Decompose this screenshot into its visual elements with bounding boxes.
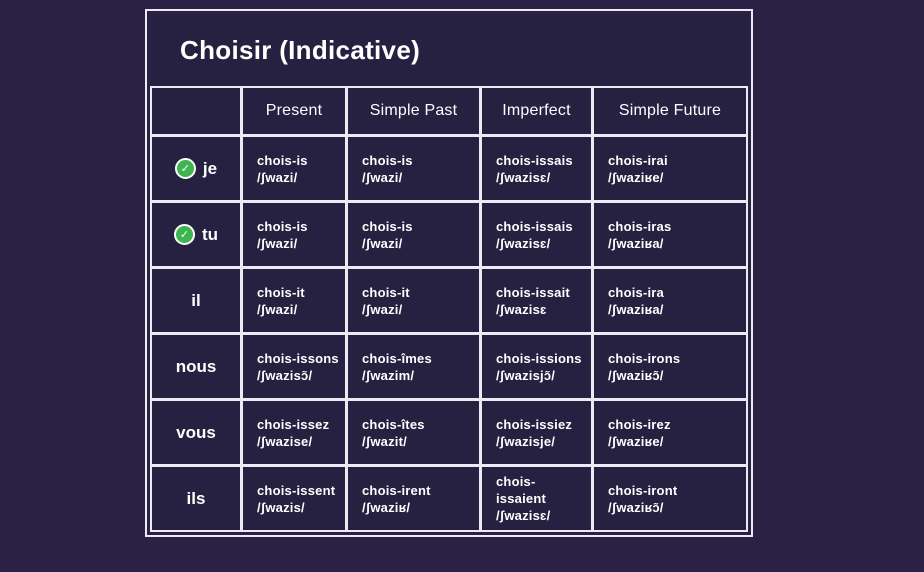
conjugation-cell: chois-iras/ʃwaziʁa/ bbox=[594, 203, 746, 266]
ipa-pronunciation: /ʃwazi/ bbox=[257, 301, 298, 317]
pronoun-cell-nous: nous bbox=[152, 335, 240, 398]
pronoun-cell-je: ✓ je bbox=[152, 137, 240, 200]
verb-form: chois-irons bbox=[608, 350, 681, 366]
conjugation-cell: chois-îtes/ʃwazit/ bbox=[348, 401, 479, 464]
conjugation-cell: chois-issais/ʃwazisɛ/ bbox=[482, 203, 591, 266]
conjugation-cell: chois-issais/ʃwazisɛ/ bbox=[482, 137, 591, 200]
ipa-pronunciation: /ʃwaziʁɔ̃/ bbox=[608, 499, 664, 515]
verb-form: chois-îmes bbox=[362, 350, 432, 366]
conjugation-cell: chois-is/ʃwazi/ bbox=[243, 137, 345, 200]
conjugation-cell: chois-it/ʃwazi/ bbox=[348, 269, 479, 332]
ipa-pronunciation: /ʃwazi/ bbox=[362, 301, 403, 317]
verb-form: chois-issons bbox=[257, 350, 339, 366]
conjugation-cell: chois-issait/ʃwazisɛ bbox=[482, 269, 591, 332]
verb-form: chois-issions bbox=[496, 350, 582, 366]
pronoun-label: nous bbox=[175, 356, 217, 376]
check-icon: ✓ bbox=[174, 158, 196, 179]
conjugation-table-card: Choisir (Indicative) Present Simple Past I… bbox=[145, 9, 753, 537]
ipa-pronunciation: /ʃwazisɔ̃/ bbox=[257, 367, 313, 383]
check-icon: ✓ bbox=[173, 224, 195, 245]
conjugation-cell: chois-issons/ʃwazisɔ̃/ bbox=[243, 335, 345, 398]
conjugation-cell: chois-ira/ʃwaziʁa/ bbox=[594, 269, 746, 332]
ipa-pronunciation: /ʃwazisɛ/ bbox=[496, 235, 551, 251]
conjugation-cell: chois-it/ʃwazi/ bbox=[243, 269, 345, 332]
verb-form: chois-iront bbox=[608, 482, 678, 498]
ipa-pronunciation: /ʃwazi/ bbox=[362, 235, 403, 251]
ipa-pronunciation: /ʃwazisjɔ̃/ bbox=[496, 367, 556, 383]
verb-form: chois-irent bbox=[362, 482, 431, 498]
pronoun-cell-vous: vous bbox=[152, 401, 240, 464]
ipa-pronunciation: /ʃwaziʁɔ̃/ bbox=[608, 367, 664, 383]
page-title: Choisir (Indicative) bbox=[180, 34, 421, 65]
pronoun-cell-tu: ✓ tu bbox=[152, 203, 240, 266]
ipa-pronunciation: /ʃwazis/ bbox=[257, 499, 305, 515]
table-title-bar: Choisir (Indicative) bbox=[150, 14, 748, 86]
conjugation-cell: chois-irai/ʃwaziʁe/ bbox=[594, 137, 746, 200]
verb-form: chois-îtes bbox=[362, 416, 425, 432]
ipa-pronunciation: /ʃwazisje/ bbox=[496, 433, 556, 449]
verb-form: chois-it bbox=[362, 284, 410, 300]
conjugation-cell: chois-issiez/ʃwazisje/ bbox=[482, 401, 591, 464]
conjugation-grid: Present Simple Past Imperfect Simple Future… bbox=[150, 86, 748, 532]
ipa-pronunciation: /ʃwaziʁe/ bbox=[608, 433, 664, 449]
conjugation-cell: chois-îmes/ʃwazim/ bbox=[348, 335, 479, 398]
pronoun-cell-il: il bbox=[152, 269, 240, 332]
verb-form: chois-iras bbox=[608, 218, 672, 234]
conjugation-cell: chois-issions/ʃwazisjɔ̃/ bbox=[482, 335, 591, 398]
corner-cell bbox=[152, 88, 240, 134]
conjugation-cell: chois-irent/ʃwaziʁ/ bbox=[348, 467, 479, 530]
ipa-pronunciation: /ʃwazisɛ/ bbox=[496, 508, 551, 523]
conjugation-cell: chois-irons/ʃwaziʁɔ̃/ bbox=[594, 335, 746, 398]
conjugation-cell: chois-issez/ʃwazise/ bbox=[243, 401, 345, 464]
verb-form: chois-it bbox=[257, 284, 305, 300]
verb-form: chois-issiez bbox=[496, 416, 573, 432]
ipa-pronunciation: /ʃwazi/ bbox=[362, 169, 403, 185]
verb-form: chois-is bbox=[257, 152, 308, 168]
ipa-pronunciation: /ʃwazi/ bbox=[257, 169, 298, 185]
ipa-pronunciation: /ʃwaziʁa/ bbox=[608, 235, 664, 251]
verb-form: chois-issent bbox=[257, 482, 336, 498]
verb-form: chois-issais bbox=[496, 152, 573, 168]
conjugation-cell: chois-issent/ʃwazis/ bbox=[243, 467, 345, 530]
conjugation-cell: chois-issaient/ʃwazisɛ/ bbox=[482, 467, 591, 530]
column-header-simple-future: Simple Future bbox=[594, 88, 746, 134]
verb-form: chois-issaient bbox=[496, 474, 547, 506]
ipa-pronunciation: /ʃwazise/ bbox=[257, 433, 313, 449]
verb-form: chois-issez bbox=[257, 416, 330, 432]
ipa-pronunciation: /ʃwazi/ bbox=[257, 235, 298, 251]
ipa-pronunciation: /ʃwaziʁ/ bbox=[362, 499, 411, 515]
ipa-pronunciation: /ʃwazim/ bbox=[362, 367, 415, 383]
verb-form: chois-is bbox=[257, 218, 308, 234]
ipa-pronunciation: /ʃwaziʁe/ bbox=[608, 169, 664, 185]
conjugation-cell: chois-irez/ʃwaziʁe/ bbox=[594, 401, 746, 464]
verb-form: chois-irez bbox=[608, 416, 671, 432]
ipa-pronunciation: /ʃwaziʁa/ bbox=[608, 301, 664, 317]
ipa-pronunciation: /ʃwazit/ bbox=[362, 433, 407, 449]
pronoun-label: vous bbox=[176, 422, 216, 442]
ipa-pronunciation: /ʃwazisɛ/ bbox=[496, 169, 551, 185]
pronoun-label: tu bbox=[201, 224, 219, 244]
pronoun-label: il bbox=[191, 290, 201, 310]
verb-form: chois-irai bbox=[608, 152, 668, 168]
column-header-imperfect: Imperfect bbox=[482, 88, 591, 134]
verb-form: chois-issais bbox=[496, 218, 573, 234]
verb-form: chois-is bbox=[362, 152, 413, 168]
verb-form: chois-issait bbox=[496, 284, 570, 300]
verb-form: chois-ira bbox=[608, 284, 664, 300]
ipa-pronunciation: /ʃwazisɛ bbox=[496, 301, 547, 317]
conjugation-cell: chois-iront/ʃwaziʁɔ̃/ bbox=[594, 467, 746, 530]
conjugation-cell: chois-is/ʃwazi/ bbox=[243, 203, 345, 266]
conjugation-cell: chois-is/ʃwazi/ bbox=[348, 137, 479, 200]
column-header-simple-past: Simple Past bbox=[348, 88, 479, 134]
pronoun-cell-ils: ils bbox=[152, 467, 240, 530]
verb-form: chois-is bbox=[362, 218, 413, 234]
conjugation-cell: chois-is/ʃwazi/ bbox=[348, 203, 479, 266]
pronoun-label: ils bbox=[186, 488, 206, 508]
column-header-present: Present bbox=[243, 88, 345, 134]
pronoun-label: je bbox=[202, 158, 218, 178]
